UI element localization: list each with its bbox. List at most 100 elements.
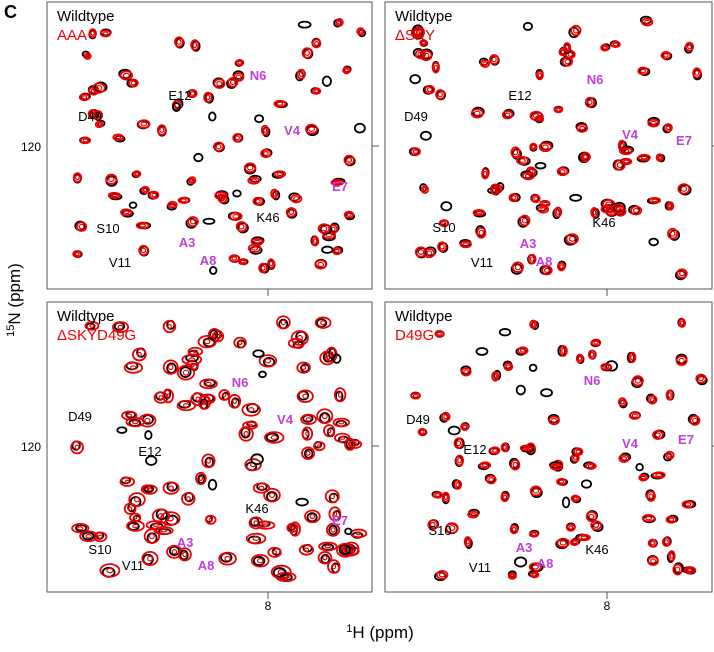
peak-wt xyxy=(179,366,192,378)
peak-mut-inner xyxy=(657,155,662,160)
residue-label: V4 xyxy=(284,123,301,138)
peak-mut-inner xyxy=(180,198,187,203)
peak-mut-inner xyxy=(612,42,619,47)
peak-mut-inner xyxy=(352,442,358,447)
peak-mut-inner xyxy=(533,196,539,202)
residue-label: V4 xyxy=(622,436,639,451)
peak-mut xyxy=(324,489,340,504)
peak-mut-inner xyxy=(95,112,101,118)
peak-mut xyxy=(121,410,138,421)
residue-label: A8 xyxy=(536,254,553,269)
residue-label: S10 xyxy=(96,221,119,236)
peak-mut xyxy=(296,389,314,403)
peak-mut xyxy=(666,201,675,211)
peak-mut xyxy=(323,424,336,438)
peak-mut-inner xyxy=(96,122,102,127)
peak-mut xyxy=(88,28,97,39)
peak-mut-inner xyxy=(185,496,191,502)
peak-mut xyxy=(317,223,331,234)
peak-mut xyxy=(534,114,545,123)
peak-mut-inner xyxy=(97,534,103,539)
residue-label: S10 xyxy=(428,523,451,538)
peak-mut-inner xyxy=(667,392,672,399)
peak-mut xyxy=(535,70,544,81)
peak-mut-inner xyxy=(552,464,560,469)
peak-wt xyxy=(687,413,699,425)
peak-mut xyxy=(628,411,641,420)
peak-mut xyxy=(304,509,321,524)
peak-mut-inner xyxy=(115,135,122,140)
peak-mut-inner xyxy=(136,351,142,358)
peak-wt xyxy=(674,269,687,281)
peak-mut-inner xyxy=(640,475,646,480)
y-tick-label: 120 xyxy=(21,440,41,454)
peak-mut-inner xyxy=(587,464,594,469)
legend-entry: ΔSKYD49G xyxy=(57,327,136,344)
peak-mut-inner xyxy=(588,513,595,520)
peak-mut xyxy=(500,492,510,503)
peak-mut-inner xyxy=(268,492,276,499)
peak-mut xyxy=(79,136,92,145)
peak-mut-inner xyxy=(305,450,311,456)
peak-mut xyxy=(162,359,179,375)
peak-mut-inner xyxy=(543,267,550,274)
peak-mut-inner xyxy=(124,479,131,484)
peak-mut xyxy=(664,450,675,460)
peak-mut-inner xyxy=(438,572,446,578)
peak-mut xyxy=(238,426,254,442)
residue-label: E7 xyxy=(676,133,692,148)
peak-mut-inner xyxy=(167,364,174,371)
peak-mut-inner xyxy=(132,515,138,520)
peak-mut xyxy=(343,210,355,219)
peak-mut xyxy=(247,176,261,185)
peak-mut xyxy=(128,492,146,507)
peak-mut xyxy=(177,547,192,562)
peak-mut-inner xyxy=(698,375,704,382)
peak-mut-inner xyxy=(85,533,92,539)
peak-mut-inner xyxy=(212,332,217,338)
peak-mut-inner xyxy=(216,80,223,87)
peak-mut-inner xyxy=(568,525,574,530)
peak-mut-inner xyxy=(337,19,342,25)
peak-mut xyxy=(218,551,237,566)
peak-mut-inner xyxy=(550,417,558,423)
peak-mut-inner xyxy=(252,536,260,541)
peak-mut-inner xyxy=(491,448,498,453)
spectrum-panel xyxy=(385,2,712,289)
peak-wt xyxy=(528,363,538,372)
peak-mut-inner xyxy=(502,444,507,450)
peak-mut-inner xyxy=(592,209,597,216)
peak-mut-inner xyxy=(568,235,576,242)
peak-mut xyxy=(527,253,537,265)
peak-mut-inner xyxy=(134,171,140,176)
peak-mut-inner xyxy=(358,29,363,34)
peak-mut-inner xyxy=(514,264,522,271)
peak-mut xyxy=(665,515,677,524)
peak-mut-inner xyxy=(650,558,657,564)
peak-mut-inner xyxy=(90,111,96,117)
peak-mut xyxy=(342,66,351,75)
peak-mut-inner xyxy=(455,440,462,447)
peak-wt xyxy=(508,457,520,470)
peak-mut-inner xyxy=(512,461,518,468)
peak-mut xyxy=(244,458,262,472)
peak-mut-inner xyxy=(334,248,340,254)
residue-label: E7 xyxy=(678,432,694,447)
peak-mut xyxy=(655,153,664,162)
residue-label: D49 xyxy=(78,109,102,124)
peak-mut xyxy=(140,185,150,195)
peak-mut xyxy=(235,221,248,233)
peak-mut-inner xyxy=(192,349,199,354)
legend-entry: Wildtype xyxy=(57,8,115,25)
peak-mut xyxy=(229,211,243,221)
peak-mut-inner xyxy=(288,209,295,215)
peak-mut-inner xyxy=(680,185,688,192)
peak-wt xyxy=(315,318,328,328)
peak-mut-inner xyxy=(276,171,284,177)
peak-mut xyxy=(467,510,479,519)
peak-mut xyxy=(260,124,270,136)
peak-mut-inner xyxy=(293,196,300,202)
peak-mut xyxy=(481,168,490,180)
peak-wt xyxy=(297,20,312,29)
peak-mut xyxy=(332,417,350,428)
